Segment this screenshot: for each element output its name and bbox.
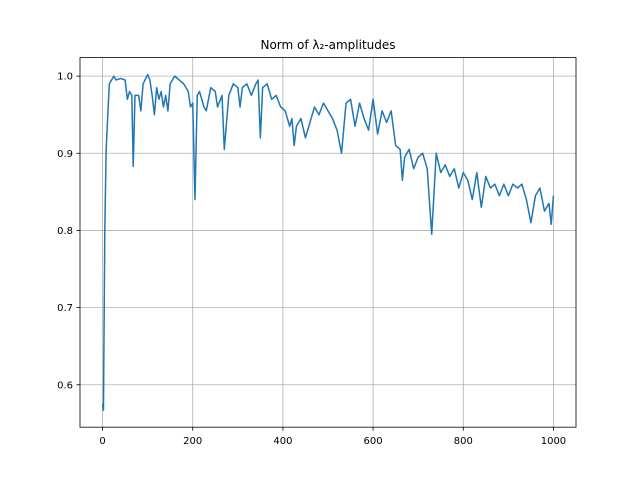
x-tick-label: 400 bbox=[273, 436, 292, 447]
y-tick-label: 0.6 bbox=[57, 380, 73, 391]
data-line bbox=[101, 73, 555, 411]
y-tick-label: 0.8 bbox=[57, 226, 73, 237]
plot-frame bbox=[79, 57, 577, 428]
x-tick-label: 1000 bbox=[541, 436, 566, 447]
x-tick-label: 600 bbox=[364, 436, 383, 447]
y-tick-label: 0.7 bbox=[57, 303, 73, 314]
y-tick-label: 1.0 bbox=[57, 72, 73, 83]
x-tick-label: 200 bbox=[183, 436, 202, 447]
x-tick-label: 0 bbox=[99, 436, 105, 447]
chart-title: Norm of λ₂-amplitudes bbox=[260, 38, 395, 52]
y-tick-label: 0.9 bbox=[57, 149, 73, 160]
x-tick-label: 800 bbox=[454, 436, 473, 447]
